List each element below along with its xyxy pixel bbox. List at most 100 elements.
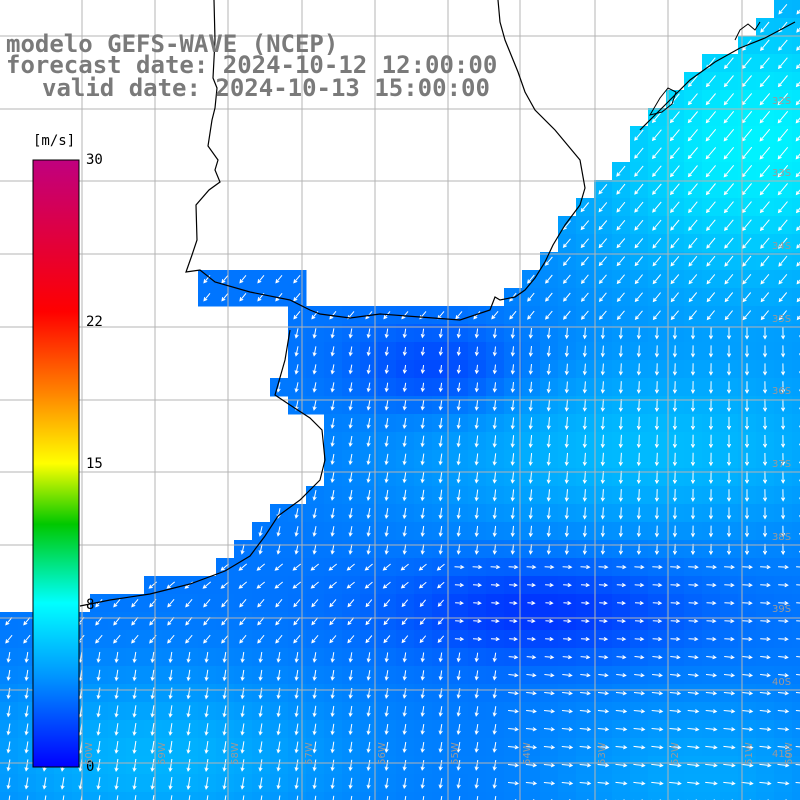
wind-arrow [296, 795, 299, 800]
wind-arrow [652, 274, 662, 285]
wind-arrow [420, 742, 425, 753]
wind-arrow [564, 363, 569, 376]
wind-arrow [329, 635, 337, 644]
wind-arrow [669, 183, 680, 196]
wind-arrow [669, 781, 682, 786]
wind-arrow [777, 763, 790, 768]
wind-arrow [509, 636, 518, 642]
wind-arrow [473, 618, 482, 624]
wind-arrow [546, 363, 551, 376]
wind-arrow [312, 777, 317, 790]
wind-arrow [796, 674, 800, 676]
wind-arrow [510, 453, 515, 466]
wind-arrow [759, 691, 772, 696]
wind-arrow [654, 327, 660, 340]
wind-arrow [670, 673, 681, 678]
wind-arrow [474, 328, 479, 339]
wind-arrow [114, 758, 119, 773]
wind-arrow [312, 346, 317, 357]
wind-arrow [294, 669, 299, 682]
wind-arrow [670, 201, 680, 214]
wind-arrow [256, 563, 266, 571]
wind-arrow [330, 526, 335, 537]
wind-arrow [311, 634, 319, 644]
coastline-north-edge [734, 21, 761, 41]
wind-arrow [150, 723, 155, 736]
wind-arrow [796, 243, 800, 249]
wind-arrow [26, 795, 29, 800]
wind-arrow [546, 434, 551, 449]
wind-arrow [598, 274, 607, 285]
wind-arrow [221, 598, 229, 608]
wind-arrow [294, 759, 299, 772]
wind-arrow [706, 582, 717, 588]
wind-arrow [274, 563, 284, 571]
wind-arrow [402, 435, 407, 448]
wind-arrow [688, 582, 699, 588]
wind-arrow [222, 741, 227, 754]
wind-arrow [597, 781, 610, 786]
wind-arrow [240, 777, 245, 790]
wind-arrow [420, 544, 425, 555]
wind-arrow [615, 781, 628, 786]
field-cell [792, 630, 800, 649]
wind-arrow [492, 399, 497, 412]
field-cell [792, 0, 800, 19]
wind-arrow [132, 777, 137, 790]
wind-arrow [688, 219, 698, 231]
wind-arrow [580, 673, 591, 678]
wind-arrow [114, 669, 119, 682]
wind-arrow [527, 600, 536, 606]
wind-arrow [582, 525, 587, 538]
wind-arrow [726, 543, 732, 556]
latitude-label: 41S [772, 749, 792, 760]
wind-arrow [526, 691, 537, 696]
wind-arrow [420, 365, 425, 374]
wind-arrow [150, 777, 155, 790]
wind-arrow [687, 75, 698, 88]
wind-arrow [616, 256, 626, 267]
wind-arrow [474, 489, 479, 502]
wind-arrow [705, 745, 718, 750]
wind-arrow [294, 544, 299, 555]
wind-arrow [654, 345, 660, 358]
wind-arrow [422, 796, 425, 800]
field-cell [432, 792, 451, 800]
wind-arrow [294, 346, 299, 357]
wind-arrow [239, 274, 247, 284]
wind-arrow [510, 544, 515, 555]
wind-arrow [652, 310, 661, 321]
wind-arrow [384, 346, 389, 357]
wind-arrow [240, 759, 245, 772]
wind-arrow [492, 471, 497, 484]
wind-arrow [492, 453, 497, 466]
wind-arrow [402, 328, 407, 339]
wind-arrow [240, 723, 245, 736]
wind-arrow [600, 327, 605, 340]
wind-arrow [256, 581, 266, 589]
wind-arrow [150, 669, 155, 682]
wind-arrow [598, 220, 608, 231]
wind-arrow [438, 507, 443, 520]
wind-arrow [546, 399, 551, 412]
latitude-label: 34S [772, 241, 792, 252]
wind-arrow [705, 147, 717, 160]
wind-arrow [742, 292, 752, 303]
wind-arrow [723, 745, 736, 750]
wind-arrow [528, 364, 533, 375]
wind-arrow [582, 434, 587, 449]
wind-arrow [238, 581, 248, 589]
wind-arrow [368, 795, 371, 800]
wind-arrow [796, 45, 800, 51]
wind-arrow [384, 526, 389, 537]
wind-arrow [330, 490, 335, 501]
wind-arrow [508, 709, 519, 714]
wind-arrow [669, 709, 682, 714]
wind-arrow [616, 201, 626, 213]
wind-arrow [616, 582, 627, 588]
wind-arrow [705, 128, 717, 142]
wind-arrow [582, 544, 587, 555]
wind-arrow [402, 489, 407, 502]
wind-arrow [509, 600, 518, 606]
field-cell [54, 792, 73, 800]
